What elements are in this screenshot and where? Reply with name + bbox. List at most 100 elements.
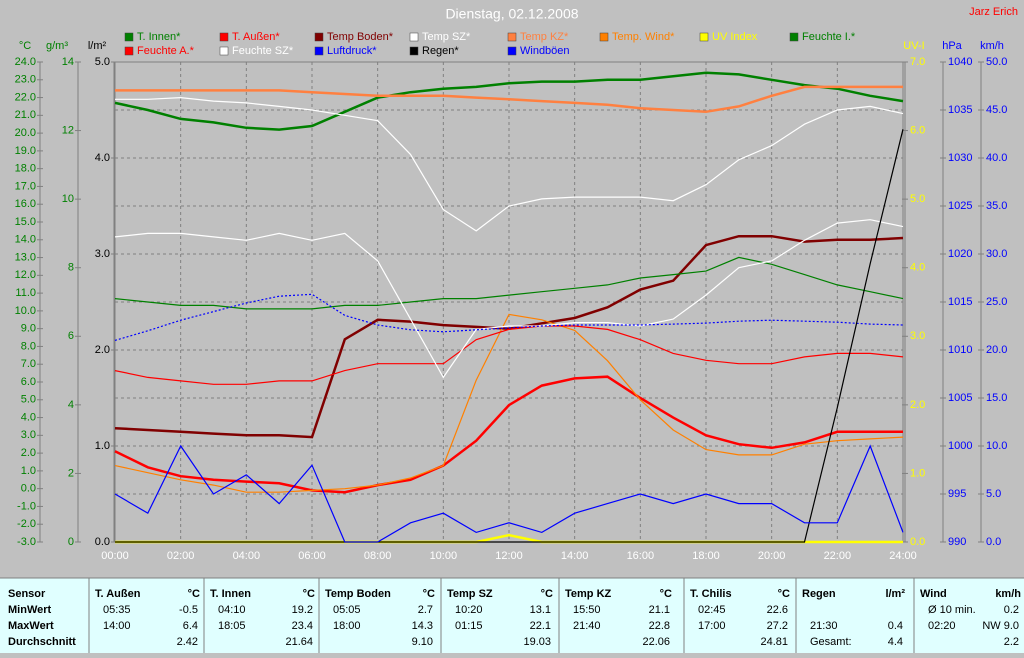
cell-value: 4.4 [888,636,903,648]
y-tick-label: 45.0 [986,104,1007,116]
cell-value: 19.2 [292,604,313,616]
cell-value: 0.2 [1004,604,1019,616]
x-tick-label: 00:00 [101,550,129,562]
x-tick-label: 20:00 [758,550,786,562]
y-tick-label: 15.0 [15,216,36,228]
axis-title: °C [19,40,31,52]
y-tick-label: 14 [62,56,74,68]
y-tick-label: 995 [948,488,966,500]
y-tick-label: 4.0 [21,411,36,423]
column-unit: °C [188,588,200,600]
y-tick-label: 990 [948,536,966,548]
cell-key: 02:20 [928,620,956,632]
y-tick-label: 50.0 [986,56,1007,68]
y-tick-label: 10 [62,193,74,205]
y-tick-label: 5.0 [910,193,925,205]
y-tick-label: 8.0 [21,340,36,352]
cell-key: 21:40 [573,620,601,632]
legend-label: Temp SZ* [422,31,471,43]
column-header: T. Innen [210,588,251,600]
y-tick-label: 30.0 [986,248,1007,260]
table-background [0,578,1024,653]
series-line [114,375,903,494]
cell-value: 2.42 [177,636,198,648]
y-tick-label: 15.0 [986,392,1007,404]
cell-value: -0.5 [179,604,198,616]
legend-label: T. Innen* [137,31,181,43]
y-tick-label: -1.0 [17,500,36,512]
legend-swatch [314,32,324,42]
y-tick-label: 1.0 [910,467,925,479]
y-tick-label: 16.0 [15,198,36,210]
y-tick-label: 12 [62,124,74,136]
cell-key: 21:30 [810,620,838,632]
y-tick-label: -3.0 [17,536,36,548]
legend-swatch [314,46,324,56]
x-tick-label: 10:00 [430,550,458,562]
series-line [114,234,904,439]
y-tick-label: 1030 [948,152,972,164]
cell-value: 22.8 [649,620,670,632]
y-tick-label: 3.0 [95,248,110,260]
legend-swatch [507,32,517,42]
y-tick-label: 23.0 [15,74,36,86]
y-tick-label: 6 [68,330,74,342]
y-tick-label: 9.0 [21,323,36,335]
y-tick-label: 13.0 [15,251,36,263]
y-tick-label: 2 [68,467,74,479]
series-line [115,85,903,114]
column-unit: km/h [995,588,1021,600]
y-tick-label: 1.0 [21,465,36,477]
chart-title: Dienstag, 02.12.2008 [445,6,578,22]
series-line [114,256,904,310]
legend-swatch [507,46,517,56]
y-tick-label: 14.0 [15,234,36,246]
cell-value: 22.1 [530,620,551,632]
legend-label: Temp. Wind* [612,31,675,43]
cell-value: 13.1 [530,604,551,616]
y-tick-label: 4.0 [95,152,110,164]
y-tick-label: 5.0 [95,56,110,68]
x-tick-label: 22:00 [824,550,852,562]
cell-value: 21.1 [649,604,670,616]
axis-title: g/m³ [46,40,68,52]
table-corner: Sensor [8,588,46,600]
cell-key: 18:00 [333,620,361,632]
column-header: Temp Boden [325,588,391,600]
cell-value: 22.6 [767,604,788,616]
cell-value: NW 9.0 [982,620,1019,632]
axis-title: l/m² [88,40,107,52]
y-tick-label: 40.0 [986,152,1007,164]
y-tick-label: 19.0 [15,145,36,157]
axis-title: UV-I [903,40,924,52]
legend-label: T. Außen* [232,31,280,43]
series-line [114,71,904,131]
legend-label: Feuchte A.* [137,45,195,57]
y-tick-label: 1.0 [95,440,110,452]
y-tick-label: 0 [68,536,74,548]
column-header: T. Außen [95,588,141,600]
x-tick-label: 04:00 [233,550,261,562]
series-line [114,444,904,543]
cell-value: 2.7 [418,604,433,616]
cell-key: 01:15 [455,620,483,632]
column-header: Regen [802,588,836,600]
y-tick-label: 22.0 [15,91,36,103]
column-header: Wind [920,588,947,600]
cell-key: 05:35 [103,604,131,616]
legend-label: Feuchte I.* [802,31,856,43]
cell-value: 27.2 [767,620,788,632]
legend-label: Temp KZ* [520,31,569,43]
y-tick-label: 24.0 [15,56,36,68]
legend-label: UV Index [712,31,758,43]
x-tick-label: 16:00 [627,550,655,562]
y-tick-label: 1020 [948,248,972,260]
cell-value: 0.4 [888,620,903,632]
legend-label: Temp Boden* [327,31,394,43]
cell-key: 04:10 [218,604,246,616]
column-unit: °C [541,588,553,600]
legend-swatch [409,32,419,42]
y-tick-label: 7.0 [21,358,36,370]
x-tick-label: 14:00 [561,550,589,562]
